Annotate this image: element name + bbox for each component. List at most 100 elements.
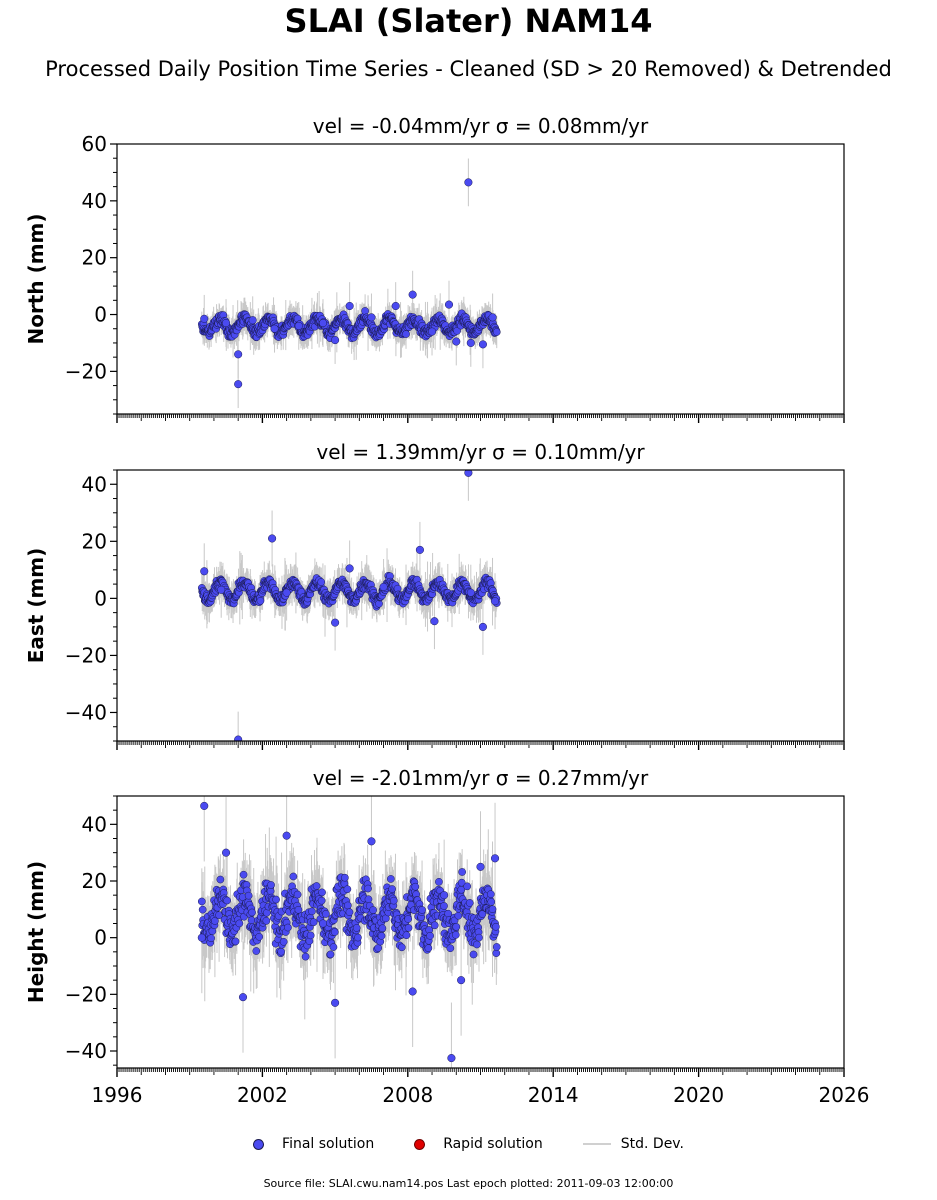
time-series-figure: −20 0 20 40 60 vel = -0.04mm/yr σ = 0.08mm/yr… [24, 114, 869, 1107]
data-point [464, 470, 473, 477]
y-tick-label: −20 [65, 359, 107, 383]
data-point [478, 340, 487, 349]
y-axis: −20 0 20 40 60 [65, 132, 117, 415]
data-point [377, 932, 386, 940]
x-axis [116, 741, 845, 750]
data-point [215, 911, 223, 919]
data-point [330, 928, 339, 936]
data-point [301, 952, 310, 961]
data-point [411, 882, 420, 891]
data-points [197, 178, 501, 389]
data-point [343, 901, 352, 910]
x-axis [116, 414, 845, 423]
panel-north: −20 0 20 40 60 vel = -0.04mm/yr σ = 0.08mm/yr… [24, 114, 845, 423]
data-point [426, 931, 434, 940]
data-point [255, 932, 264, 941]
data-point [446, 944, 455, 953]
data-point [222, 319, 231, 328]
data-point [256, 597, 265, 605]
data-point [389, 896, 398, 905]
data-point [198, 905, 207, 914]
data-point [244, 891, 253, 900]
y-tick-label: 20 [82, 529, 107, 553]
data-point [197, 897, 206, 906]
panel-title: vel = 1.39mm/yr σ = 0.10mm/yr [316, 440, 645, 464]
data-point [386, 875, 395, 883]
data-point [322, 910, 330, 918]
data-point [424, 944, 433, 953]
data-point [415, 545, 424, 554]
y-tick-label: 20 [82, 246, 107, 270]
panel-east: −40 −20 0 20 40 vel = 1.39mm/yr σ = 0.10mm/yr… [24, 440, 845, 750]
data-point [388, 885, 396, 893]
y-axis-label: North (mm) [24, 213, 48, 344]
data-point [312, 882, 321, 890]
data-point [248, 316, 257, 325]
data-point [369, 906, 377, 914]
data-point [308, 907, 316, 916]
plot-area [197, 158, 501, 409]
data-point [391, 301, 400, 311]
data-point [352, 924, 361, 932]
y-tick-label: −20 [65, 643, 107, 667]
data-point [234, 735, 243, 741]
y-axis: −40 −20 0 20 40 [65, 469, 117, 742]
data-point [488, 313, 497, 322]
data-point [457, 878, 466, 887]
data-point [252, 947, 261, 955]
y-tick-label: 40 [82, 189, 107, 213]
data-point [235, 919, 244, 928]
data-point [329, 943, 338, 951]
data-point [397, 943, 406, 952]
data-point [284, 923, 292, 932]
data-point [452, 337, 461, 346]
data-point [318, 888, 326, 897]
data-point [490, 597, 500, 606]
data-point [277, 947, 285, 956]
data-point [402, 330, 410, 338]
y-tick-label: 40 [82, 472, 107, 496]
data-point [379, 582, 388, 592]
std-dev-bars [201, 158, 498, 409]
data-point [427, 327, 437, 336]
data-point [404, 915, 412, 923]
data-point [234, 350, 243, 359]
data-point [231, 937, 240, 946]
y-axis-label: East (mm) [24, 548, 48, 664]
data-point [458, 868, 466, 876]
data-point [279, 937, 288, 946]
data-point [234, 380, 243, 389]
data-point [430, 617, 439, 626]
data-point [200, 314, 209, 323]
data-point [223, 896, 231, 905]
plot-area [197, 796, 501, 1068]
data-point [317, 896, 326, 905]
data-point [267, 881, 275, 889]
data-point [317, 578, 326, 586]
y-tick-label: −40 [65, 700, 107, 724]
y-tick-label: 0 [94, 303, 107, 327]
data-point [340, 873, 349, 882]
data-point [239, 870, 248, 879]
data-point [270, 324, 279, 333]
data-point [289, 872, 298, 881]
data-point [354, 933, 362, 942]
data-point [418, 906, 426, 914]
data-point [294, 905, 303, 914]
data-point [364, 895, 373, 904]
data-point [207, 934, 215, 943]
data-point [343, 885, 352, 894]
data-point [293, 890, 302, 899]
data-point [408, 290, 417, 299]
data-point [454, 911, 463, 920]
data-point [331, 618, 340, 627]
data-point [466, 588, 475, 597]
plot-area [197, 470, 501, 741]
data-point [326, 950, 335, 959]
data-point [402, 931, 411, 940]
data-point [478, 622, 487, 631]
data-point [268, 534, 277, 543]
panel-title: vel = -0.04mm/yr σ = 0.08mm/yr [313, 114, 649, 138]
data-point [262, 916, 271, 925]
